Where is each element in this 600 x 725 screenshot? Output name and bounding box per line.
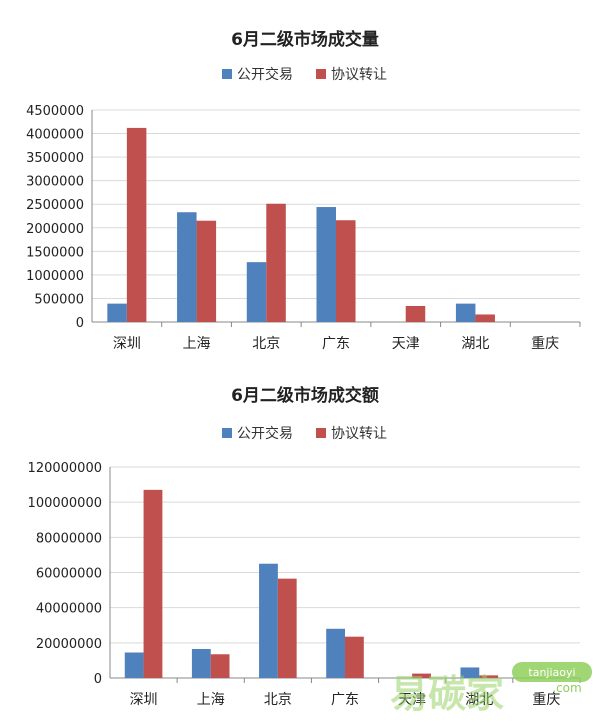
legend: 公开交易 协议转让 <box>222 425 387 442</box>
x-category-label: 天津 <box>398 692 426 708</box>
legend-swatch-agreement <box>316 69 326 79</box>
chart-trading-amount: 6月二级市场成交额 公开交易 协议转让 0 20000000 40000000 600… <box>28 385 592 716</box>
chart-trading-volume: 6月二级市场成交量 公开交易 协议转让 0 500000 1000000 150000… <box>26 29 581 352</box>
x-category-label: 广东 <box>322 336 350 352</box>
bar-agreement-4 <box>336 220 356 322</box>
y-tick-label: 1500000 <box>26 245 84 260</box>
bar-public-2 <box>177 212 197 322</box>
y-tick-label: 3500000 <box>26 151 84 166</box>
bar-agreement-2 <box>210 654 230 678</box>
y-tick-label: 4500000 <box>26 104 84 119</box>
legend-swatch-public <box>222 428 232 438</box>
y-tick-label: 2000000 <box>26 222 84 237</box>
chart-title: 6月二级市场成交量 <box>231 29 379 50</box>
y-tick-label: 3000000 <box>26 175 84 190</box>
x-axis-categories: 深圳 上海 北京 广东 天津 湖北 重庆 <box>130 692 561 708</box>
y-tick-label: 500000 <box>34 292 84 307</box>
watermark-domain: .com <box>552 681 581 695</box>
x-category-label: 天津 <box>392 336 420 352</box>
bar-agreement-6 <box>475 314 495 322</box>
watermark-badge <box>512 662 592 682</box>
bar-public-1 <box>124 652 144 678</box>
y-axis-ticks: 0 20000000 40000000 60000000 80000000 1000000… <box>28 461 102 687</box>
y-axis-ticks: 0 500000 1000000 1500000 2000000 2500000 30000… <box>26 104 84 331</box>
y-tick-label: 120000000 <box>28 461 102 476</box>
y-tick-label: 0 <box>94 672 102 687</box>
x-category-label: 上海 <box>183 336 211 352</box>
y-tick-label: 40000000 <box>36 602 102 617</box>
x-category-label: 北京 <box>252 336 280 352</box>
x-category-label: 北京 <box>264 692 292 708</box>
bar-agreement-5 <box>412 673 431 678</box>
legend-label-agreement: 协议转让 <box>331 67 387 83</box>
watermark-logo: 易碳家 tanjiaoyi .com <box>390 662 592 716</box>
bars <box>107 127 495 322</box>
y-tick-label: 0 <box>76 316 84 331</box>
bar-agreement-3 <box>277 578 297 678</box>
bar-public-2 <box>191 648 211 678</box>
x-category-label: 湖北 <box>465 692 493 708</box>
legend-label-agreement: 协议转让 <box>331 426 387 442</box>
x-category-label: 广东 <box>331 692 359 708</box>
x-category-label: 上海 <box>197 692 225 708</box>
x-category-label: 深圳 <box>113 336 141 352</box>
x-category-label: 深圳 <box>130 692 158 708</box>
watermark-text: 易碳家 <box>390 672 504 716</box>
y-tick-label: 60000000 <box>36 567 102 582</box>
bar-public-6 <box>460 667 480 678</box>
watermark-sub: tanjiaoyi <box>528 666 575 679</box>
bar-agreement-4 <box>345 636 364 678</box>
bar-agreement-5 <box>405 305 426 322</box>
legend: 公开交易 协议转让 <box>222 66 387 83</box>
bar-agreement-1 <box>143 489 163 678</box>
x-category-label: 重庆 <box>531 336 559 352</box>
bar-public-6 <box>455 303 476 322</box>
x-axis-categories: 深圳 上海 北京 广东 天津 湖北 重庆 <box>113 336 559 352</box>
legend-swatch-public <box>222 69 232 79</box>
bar-public-4 <box>326 628 345 678</box>
y-tick-label: 80000000 <box>36 531 102 546</box>
legend-label-public: 公开交易 <box>237 425 293 442</box>
y-tick-label: 2500000 <box>26 198 84 213</box>
bar-public-3 <box>246 262 267 322</box>
bar-agreement-1 <box>126 127 147 322</box>
bar-public-1 <box>107 303 127 322</box>
y-tick-label: 4000000 <box>26 128 84 143</box>
y-tick-label: 20000000 <box>36 637 102 652</box>
bar-public-3 <box>259 563 278 678</box>
y-tick-label: 100000000 <box>28 496 102 511</box>
bar-agreement-2 <box>196 220 217 322</box>
x-category-label: 重庆 <box>532 692 560 708</box>
chart-title: 6月二级市场成交额 <box>231 385 379 406</box>
y-tick-label: 1000000 <box>26 269 84 284</box>
legend-swatch-agreement <box>316 428 326 438</box>
bar-public-4 <box>316 207 336 322</box>
legend-label-public: 公开交易 <box>237 66 293 83</box>
bar-agreement-6 <box>479 675 499 678</box>
bars <box>124 489 499 678</box>
x-category-label: 湖北 <box>461 336 489 352</box>
bar-agreement-3 <box>266 203 286 322</box>
